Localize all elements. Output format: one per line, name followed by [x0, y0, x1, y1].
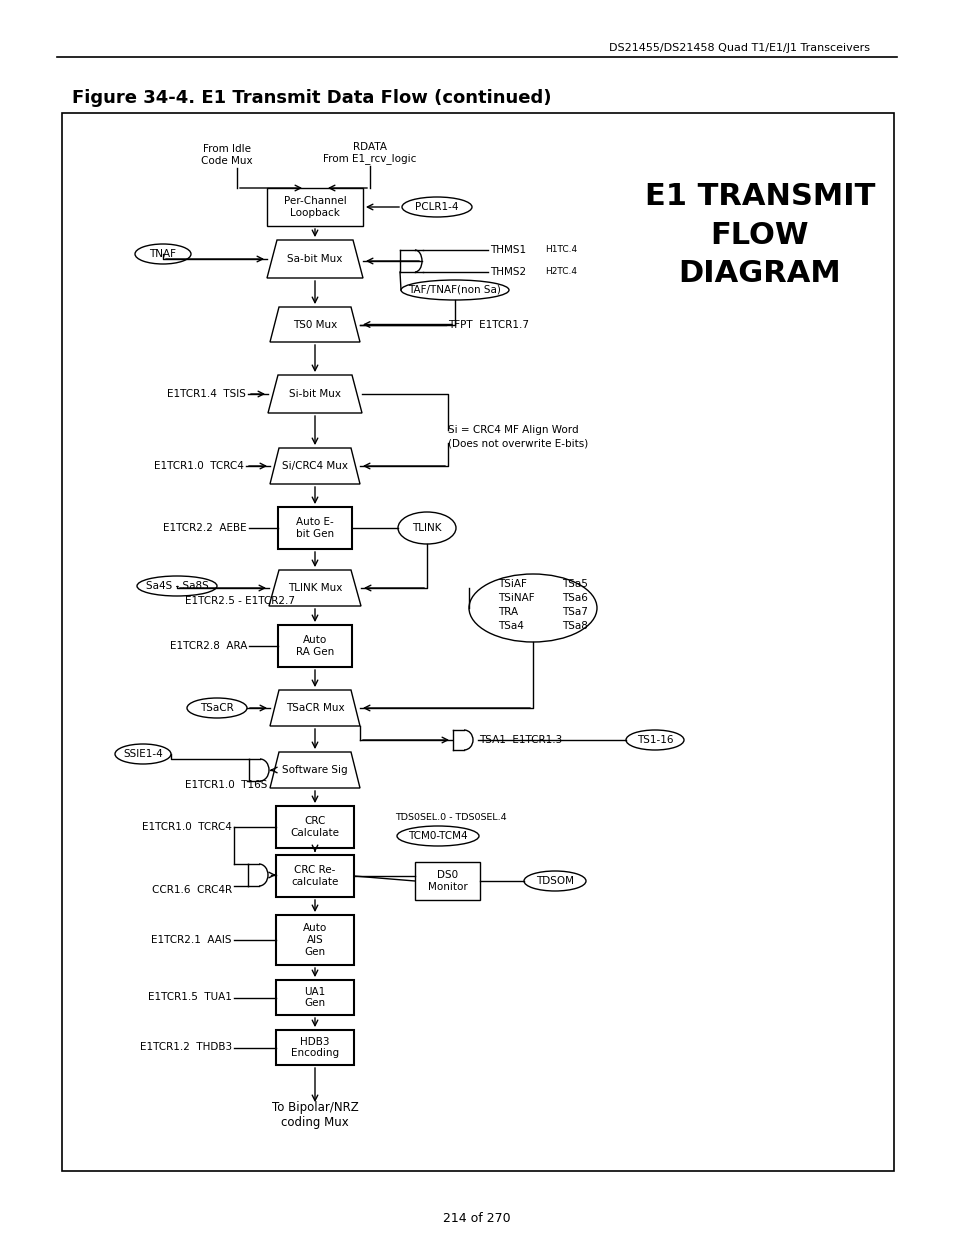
- Polygon shape: [270, 752, 359, 788]
- Text: TNAF: TNAF: [150, 249, 176, 259]
- Text: TSiNAF: TSiNAF: [497, 593, 534, 603]
- Ellipse shape: [137, 576, 216, 597]
- Text: H1TC.4: H1TC.4: [544, 246, 577, 254]
- Bar: [275, 855, 354, 897]
- Text: Si-bit Mux: Si-bit Mux: [289, 389, 340, 399]
- Bar: [277, 625, 352, 667]
- Text: E1TCR2.2  AEBE: E1TCR2.2 AEBE: [163, 522, 247, 534]
- Ellipse shape: [401, 198, 472, 217]
- Text: TSA1  E1TCR1.3: TSA1 E1TCR1.3: [478, 735, 561, 745]
- Text: TS0 Mux: TS0 Mux: [293, 320, 336, 330]
- Text: E1TCR1.4  TSIS: E1TCR1.4 TSIS: [167, 389, 246, 399]
- Text: E1TCR2.5 - E1TCR2.7: E1TCR2.5 - E1TCR2.7: [185, 597, 294, 606]
- Text: TLINK Mux: TLINK Mux: [288, 583, 342, 593]
- Text: TSa7: TSa7: [561, 606, 587, 618]
- Polygon shape: [270, 448, 359, 484]
- Text: Auto E-
bit Gen: Auto E- bit Gen: [295, 517, 334, 538]
- Text: E1TCR1.0  TCRC4: E1TCR1.0 TCRC4: [154, 461, 244, 471]
- Text: TSa6: TSa6: [561, 593, 587, 603]
- Bar: [267, 188, 363, 226]
- Bar: [275, 981, 354, 1015]
- Ellipse shape: [625, 730, 683, 750]
- Bar: [275, 806, 354, 848]
- Polygon shape: [270, 308, 359, 342]
- Text: RDATA
From E1_rcv_logic: RDATA From E1_rcv_logic: [323, 142, 416, 164]
- Text: THMS1: THMS1: [490, 245, 525, 254]
- Text: CRC Re-
calculate: CRC Re- calculate: [291, 866, 338, 887]
- Text: TSa5: TSa5: [561, 579, 587, 589]
- Bar: [275, 1030, 354, 1065]
- Text: E1TCR1.2  THDB3: E1TCR1.2 THDB3: [140, 1042, 232, 1052]
- Text: E1TCR1.5  TUA1: E1TCR1.5 TUA1: [148, 993, 232, 1003]
- Ellipse shape: [187, 698, 247, 718]
- Text: TAF/TNAF(non Sa): TAF/TNAF(non Sa): [408, 285, 501, 295]
- Text: CCR1.6  CRC4R: CCR1.6 CRC4R: [152, 885, 232, 895]
- Text: TSaCR Mux: TSaCR Mux: [285, 703, 344, 713]
- Text: TSa8: TSa8: [561, 621, 587, 631]
- Ellipse shape: [469, 574, 597, 642]
- Ellipse shape: [400, 280, 509, 300]
- Text: E1TCR1.0  TCRC4: E1TCR1.0 TCRC4: [142, 823, 232, 832]
- Bar: [62, 112, 893, 1171]
- Ellipse shape: [115, 743, 171, 764]
- Text: Si/CRC4 Mux: Si/CRC4 Mux: [282, 461, 348, 471]
- Ellipse shape: [396, 826, 478, 846]
- Text: Sa-bit Mux: Sa-bit Mux: [287, 254, 342, 264]
- Text: E1TCR1.0  T16S: E1TCR1.0 T16S: [185, 781, 267, 790]
- Text: UA1
Gen: UA1 Gen: [304, 987, 325, 1008]
- Text: TDSOM: TDSOM: [536, 876, 574, 885]
- Text: To Bipolar/NRZ
coding Mux: To Bipolar/NRZ coding Mux: [272, 1100, 358, 1129]
- Text: Sa4S - Sa8S: Sa4S - Sa8S: [146, 580, 208, 592]
- Polygon shape: [267, 240, 363, 278]
- Text: TRA: TRA: [497, 606, 517, 618]
- Ellipse shape: [135, 245, 191, 264]
- Text: TSa4: TSa4: [497, 621, 523, 631]
- Text: TS1-16: TS1-16: [636, 735, 673, 745]
- Text: DS0
Monitor: DS0 Monitor: [427, 871, 467, 892]
- Text: Auto
RA Gen: Auto RA Gen: [295, 635, 334, 657]
- Text: DS21455/DS21458 Quad T1/E1/J1 Transceivers: DS21455/DS21458 Quad T1/E1/J1 Transceive…: [608, 43, 869, 53]
- Text: Si = CRC4 MF Align Word: Si = CRC4 MF Align Word: [448, 425, 578, 435]
- Text: PCLR1-4: PCLR1-4: [415, 203, 458, 212]
- Bar: [415, 862, 479, 900]
- Text: CRC
Calculate: CRC Calculate: [291, 816, 339, 837]
- Text: (Does not overwrite E-bits): (Does not overwrite E-bits): [448, 438, 588, 448]
- Text: TDS0SEL.0 - TDS0SEL.4: TDS0SEL.0 - TDS0SEL.4: [395, 814, 506, 823]
- Text: Figure 34-4. E1 Transmit Data Flow (continued): Figure 34-4. E1 Transmit Data Flow (cont…: [71, 89, 551, 107]
- Text: 214 of 270: 214 of 270: [443, 1212, 510, 1224]
- Text: HDB3
Encoding: HDB3 Encoding: [291, 1036, 338, 1058]
- Text: E1 TRANSMIT
FLOW
DIAGRAM: E1 TRANSMIT FLOW DIAGRAM: [644, 183, 874, 288]
- Ellipse shape: [523, 871, 585, 890]
- Text: E1TCR2.8  ARA: E1TCR2.8 ARA: [170, 641, 247, 651]
- Ellipse shape: [397, 513, 456, 543]
- Text: TLINK: TLINK: [412, 522, 441, 534]
- Text: TSaCR: TSaCR: [200, 703, 233, 713]
- Bar: [277, 508, 352, 550]
- Bar: [275, 915, 354, 965]
- Text: TFPT  E1TCR1.7: TFPT E1TCR1.7: [448, 320, 529, 330]
- Text: Per-Channel
Loopback: Per-Channel Loopback: [283, 196, 346, 217]
- Text: Auto
AIS
Gen: Auto AIS Gen: [302, 924, 327, 957]
- Text: SSIE1-4: SSIE1-4: [123, 748, 163, 760]
- Text: THMS2: THMS2: [490, 267, 525, 277]
- Text: From Idle
Code Mux: From Idle Code Mux: [201, 144, 253, 165]
- Text: TCM0-TCM4: TCM0-TCM4: [408, 831, 467, 841]
- Polygon shape: [270, 690, 359, 726]
- Polygon shape: [268, 375, 361, 412]
- Text: E1TCR2.1  AAIS: E1TCR2.1 AAIS: [152, 935, 232, 945]
- Polygon shape: [269, 571, 360, 606]
- Text: H2TC.4: H2TC.4: [544, 268, 577, 277]
- Text: TSiAF: TSiAF: [497, 579, 526, 589]
- Text: Software Sig: Software Sig: [282, 764, 348, 776]
